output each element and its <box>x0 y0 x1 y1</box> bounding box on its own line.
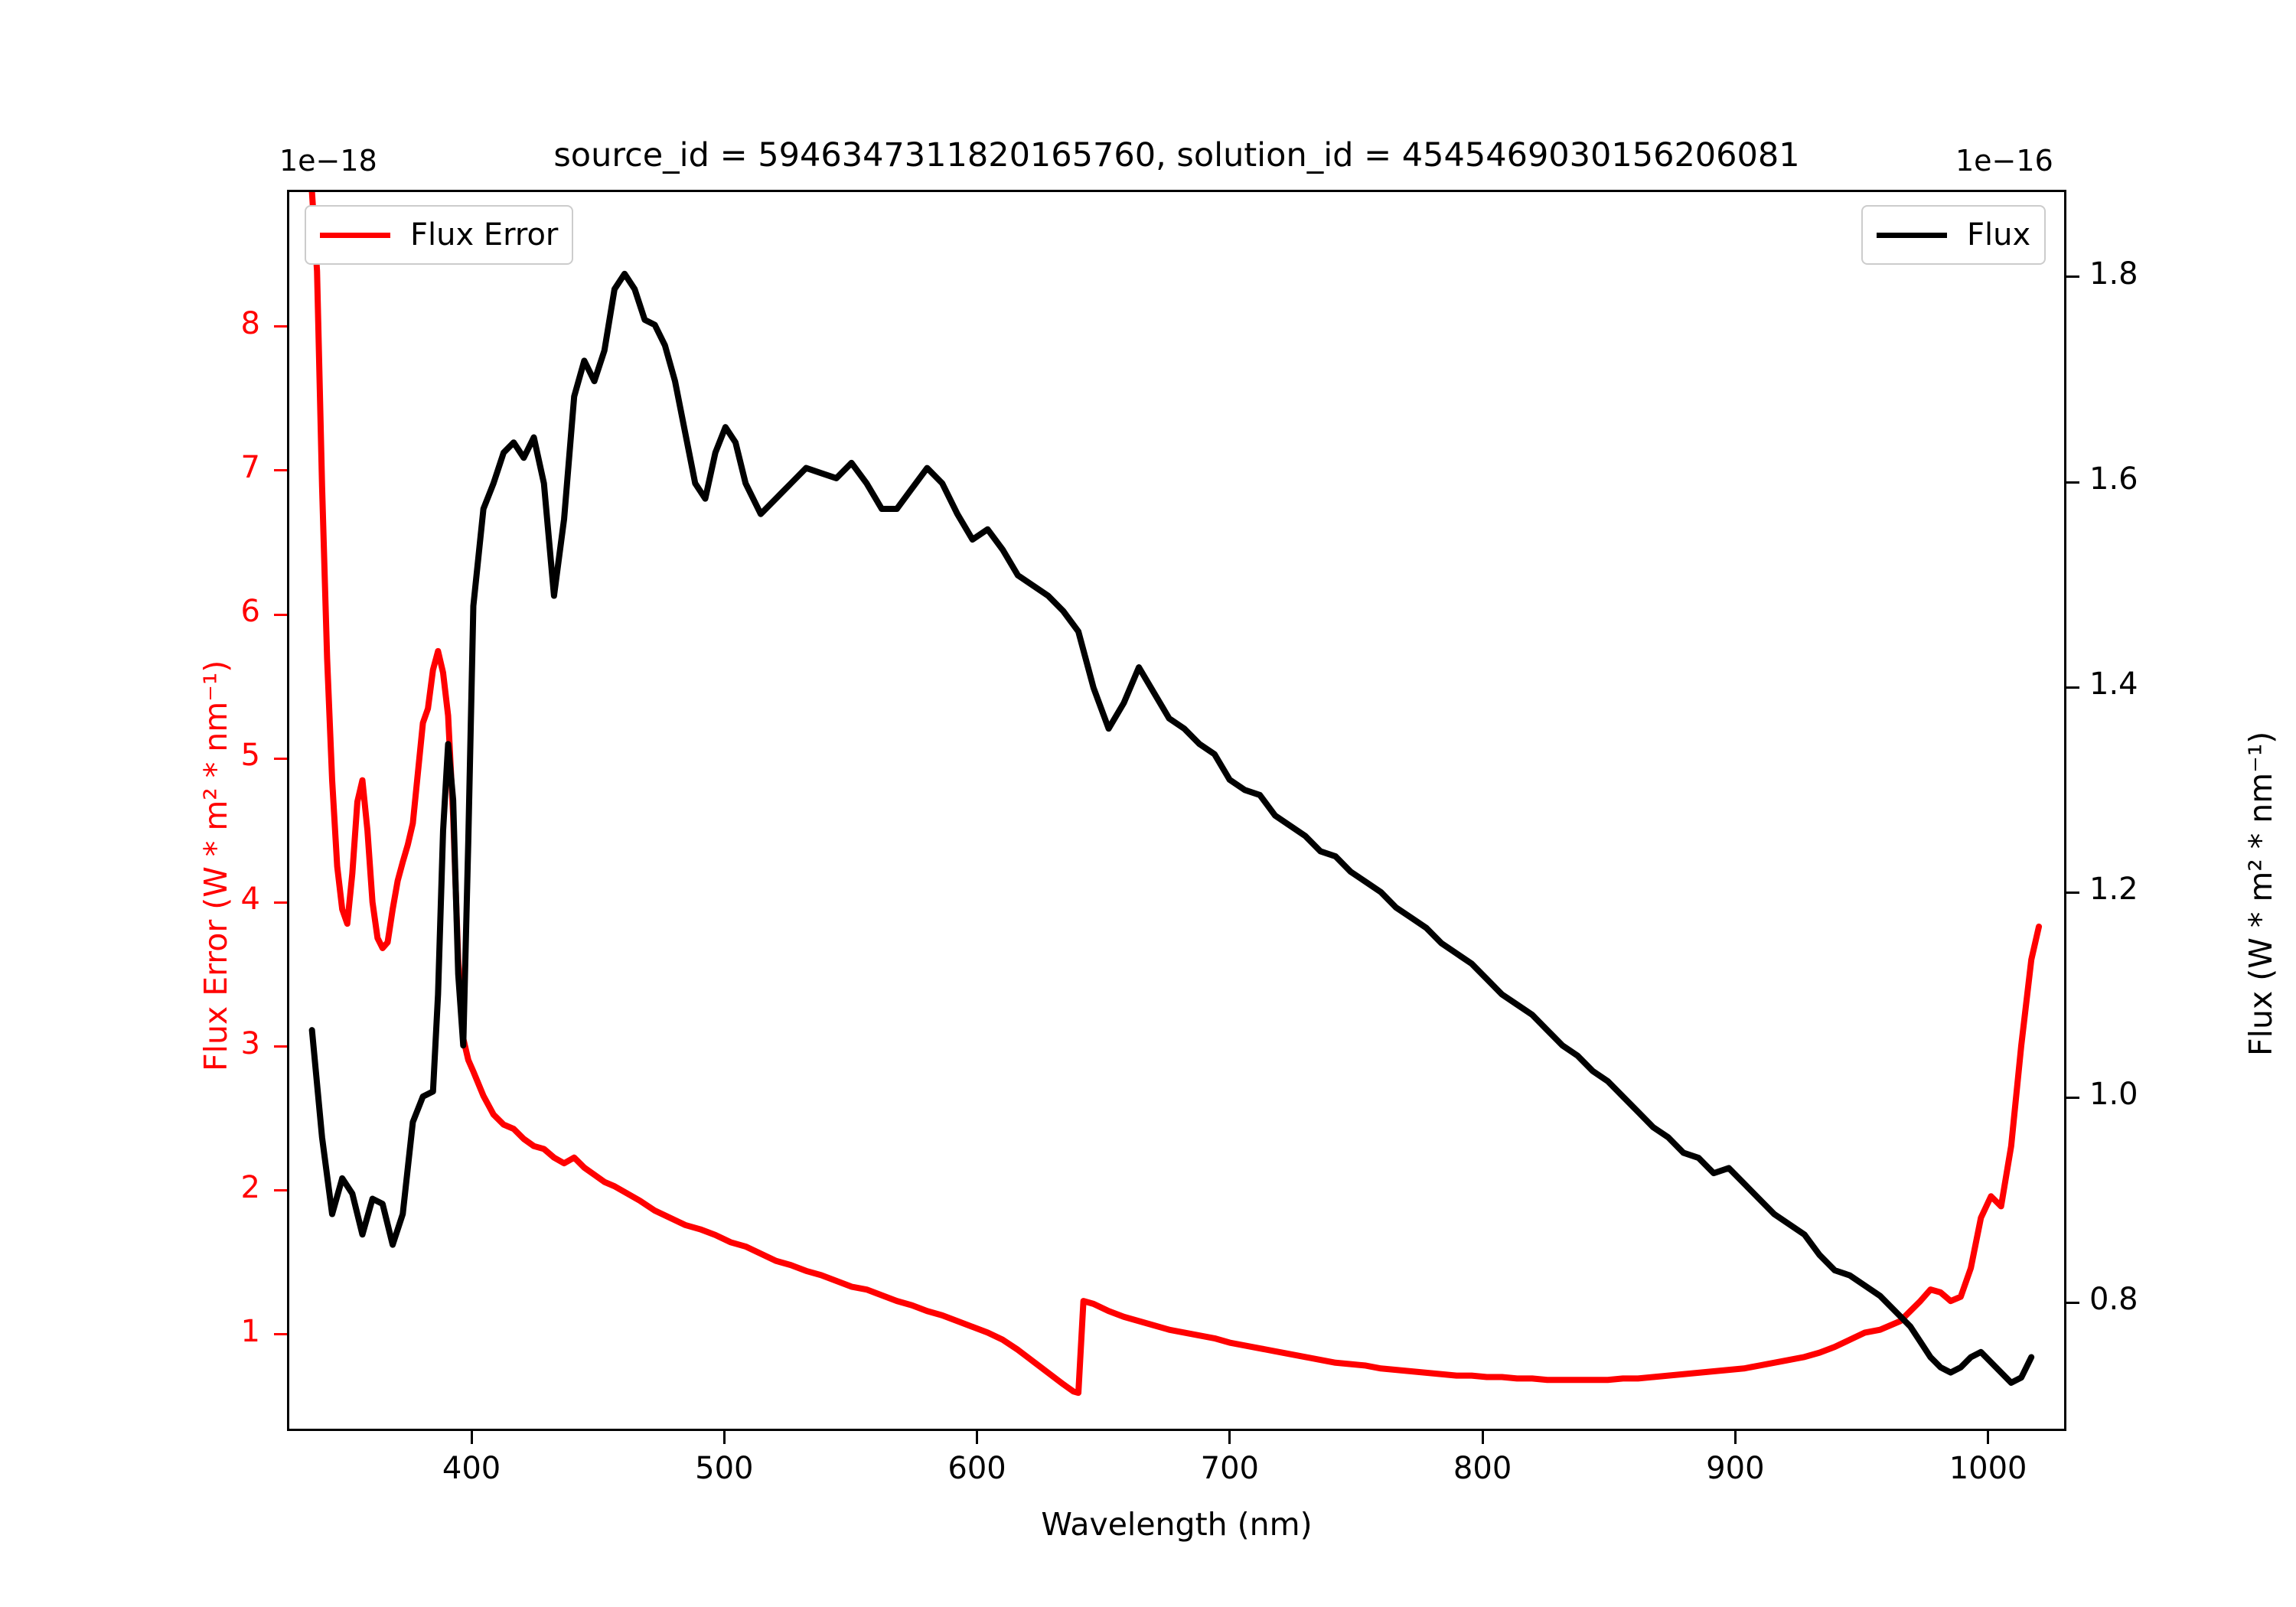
legend-flux-error[interactable]: Flux Error <box>305 205 574 265</box>
x-tick-label: 900 <box>1706 1451 1765 1486</box>
right-y-axis-label: Flux (W * m² * nm⁻¹) <box>2242 731 2279 1056</box>
right-y-tick-label: 1.0 <box>2089 1077 2138 1113</box>
page-title: source_id = 5946347311820165760, solutio… <box>553 136 1800 174</box>
left-y-tick-mark <box>274 901 287 904</box>
x-tick-mark <box>1987 1431 1990 1444</box>
flux-line <box>312 274 2032 1383</box>
plot-area <box>287 190 2066 1431</box>
left-y-tick-label: 8 <box>240 305 260 341</box>
x-tick-label: 1000 <box>1949 1451 2027 1486</box>
flux-error-color-swatch <box>320 232 390 238</box>
flux-color-swatch <box>1877 232 1947 238</box>
x-tick-label: 500 <box>695 1451 754 1486</box>
left-y-tick-mark <box>274 757 287 760</box>
left-y-axis-label: Flux Error (W * m² * nm⁻¹) <box>197 660 234 1071</box>
left-y-tick-label: 2 <box>240 1169 260 1205</box>
left-y-tick-mark <box>274 1045 287 1048</box>
left-y-tick-mark <box>274 469 287 472</box>
left-y-tick-mark <box>274 325 287 328</box>
x-tick-label: 600 <box>947 1451 1006 1486</box>
right-y-tick-label: 1.8 <box>2089 256 2138 292</box>
x-tick-mark <box>1733 1431 1737 1444</box>
left-axis-offset-label: 1e−18 <box>279 144 377 178</box>
x-tick-mark <box>1481 1431 1484 1444</box>
left-y-tick-label: 3 <box>240 1025 260 1061</box>
right-y-tick-mark <box>2066 481 2079 484</box>
legend-flux-error-label: Flux Error <box>410 217 559 253</box>
left-y-tick-mark <box>274 1189 287 1192</box>
right-y-tick-mark <box>2066 1096 2079 1099</box>
x-tick-mark <box>976 1431 979 1444</box>
x-tick-mark <box>470 1431 473 1444</box>
right-y-tick-mark <box>2066 686 2079 689</box>
left-y-tick-label: 1 <box>240 1313 260 1349</box>
left-y-tick-mark <box>274 613 287 616</box>
left-y-tick-label: 7 <box>240 449 260 485</box>
x-tick-label: 700 <box>1200 1451 1260 1486</box>
legend-flux[interactable]: Flux <box>1861 205 2047 265</box>
right-y-tick-label: 1.6 <box>2089 461 2138 497</box>
left-y-tick-mark <box>274 1333 287 1336</box>
x-tick-label: 800 <box>1453 1451 1512 1486</box>
flux-error-line <box>312 192 2039 1393</box>
x-tick-mark <box>722 1431 726 1444</box>
x-axis-label: Wavelength (nm) <box>1041 1506 1313 1543</box>
right-y-tick-label: 1.2 <box>2089 872 2138 908</box>
right-y-tick-label: 0.8 <box>2089 1282 2138 1318</box>
x-tick-label: 400 <box>442 1451 501 1486</box>
right-y-tick-mark <box>2066 891 2079 894</box>
right-y-tick-mark <box>2066 275 2079 279</box>
left-y-tick-label: 4 <box>240 882 260 918</box>
right-y-tick-label: 1.4 <box>2089 667 2138 702</box>
right-y-tick-mark <box>2066 1301 2079 1304</box>
left-y-tick-label: 6 <box>240 594 260 630</box>
right-axis-offset-label: 1e−16 <box>1955 144 2053 178</box>
left-y-tick-label: 5 <box>240 738 260 774</box>
x-tick-mark <box>1228 1431 1231 1444</box>
legend-flux-label: Flux <box>1967 217 2031 253</box>
spectrum-plot <box>289 192 2064 1429</box>
